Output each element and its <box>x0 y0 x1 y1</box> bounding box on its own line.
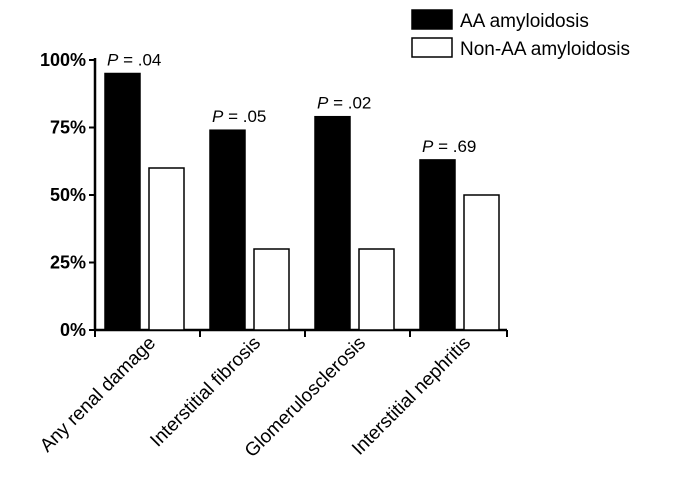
legend: AA amyloidosis Non-AA amyloidosis <box>411 9 630 60</box>
bar-non-aa <box>358 248 395 331</box>
p-value-label: P = .04 <box>107 51 161 70</box>
bar-non-aa <box>463 194 500 331</box>
bar-aa <box>209 129 246 331</box>
y-tick-label: 75% <box>50 118 86 138</box>
x-category-label: Interstitial fibrosis <box>146 333 265 452</box>
legend-label: Non-AA amyloidosis <box>460 39 630 60</box>
p-value-label: P = .02 <box>317 94 371 113</box>
legend-label: AA amyloidosis <box>460 11 589 32</box>
p-value-label: P = .69 <box>422 137 476 156</box>
bar-layer <box>104 72 500 331</box>
y-tick-label: 100% <box>40 50 86 70</box>
y-tick-label: 50% <box>50 185 86 205</box>
bar-aa <box>419 159 456 331</box>
legend-swatch <box>411 37 453 58</box>
x-category-label: Interstitial nephritis <box>348 333 475 460</box>
p-value-label: P = .05 <box>212 107 266 126</box>
legend-swatch <box>411 9 453 30</box>
bar-non-aa <box>253 248 290 331</box>
x-category-label: Any renal damage <box>36 333 160 457</box>
y-tick-label: 0% <box>60 320 86 340</box>
bar-non-aa <box>148 167 185 331</box>
bar-aa <box>104 72 141 331</box>
bar-aa <box>314 115 351 331</box>
y-tick-label: 25% <box>50 253 86 273</box>
